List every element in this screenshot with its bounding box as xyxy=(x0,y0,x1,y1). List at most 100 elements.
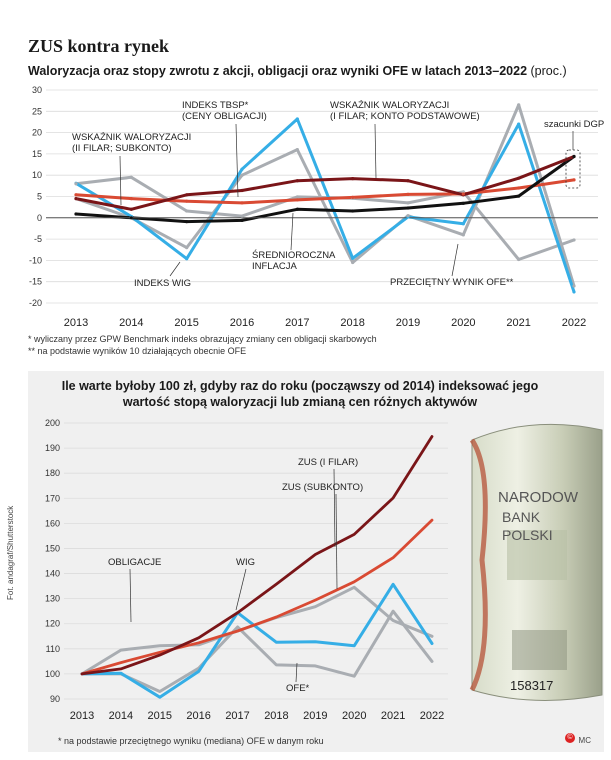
data-point-zus_filar xyxy=(129,207,133,211)
banknote-text-3: POLSKI xyxy=(502,527,553,543)
leader-line xyxy=(290,212,294,251)
data-point-wig xyxy=(517,122,521,126)
leader-line xyxy=(235,568,247,611)
data-point-zus_filar xyxy=(240,188,244,193)
data-point-zus_sub xyxy=(74,193,78,197)
x-tick-label: 2018 xyxy=(264,710,288,722)
series-line-inflation xyxy=(74,155,576,224)
data-point-inflation xyxy=(517,194,521,198)
data-point-inflation xyxy=(351,209,355,213)
data-point-zus_sub xyxy=(240,201,244,205)
data-point-inflation xyxy=(74,212,78,216)
banknote-text-2: BANK xyxy=(502,509,541,525)
y-tick-label: 200 xyxy=(45,418,60,428)
leader-line xyxy=(169,261,181,277)
banknote-image: NARODOW BANK POLSKI 158317 xyxy=(469,423,603,701)
annotation-sub: (II FILAR; SUBKONTO) xyxy=(72,143,172,154)
data-point-ofe xyxy=(517,103,521,107)
series-line-bonds xyxy=(80,585,434,676)
x-tick-label: 2016 xyxy=(230,317,254,329)
y-tick-label: 30 xyxy=(32,85,42,95)
data-point-bonds xyxy=(240,214,244,218)
y-tick-label: 0 xyxy=(37,213,42,223)
data-point-wig xyxy=(461,222,465,226)
leader-line xyxy=(129,568,132,623)
data-point-ofe xyxy=(295,148,299,152)
data-point-ofe xyxy=(406,214,410,218)
annotation-bonds: (CENY OBLIGACJI) xyxy=(182,111,267,122)
y-tick-label: 150 xyxy=(45,543,60,553)
data-point-zus_filar xyxy=(517,176,521,180)
series-line-wig xyxy=(74,117,576,294)
data-point-zus_sub xyxy=(461,192,465,196)
data-point-zus_filar xyxy=(295,179,299,183)
series-line-zus_filar xyxy=(80,435,434,676)
series-line-wig xyxy=(80,582,434,699)
annotation-bonds: OBLIGACJE xyxy=(108,557,161,568)
annotation-bonds: INDEKS TBSP* xyxy=(182,100,249,111)
x-tick-label: 2022 xyxy=(562,317,586,329)
annotation-inflation: ŚREDNIOROCZNA xyxy=(252,249,336,261)
x-tick-label: 2016 xyxy=(186,710,210,722)
y-tick-label: 20 xyxy=(32,128,42,138)
y-tick-label: -10 xyxy=(29,255,42,265)
y-tick-label: 120 xyxy=(45,619,60,629)
leader-line xyxy=(335,493,338,590)
x-tick-label: 2015 xyxy=(174,317,198,329)
series-line-ofe xyxy=(80,609,434,693)
y-tick-label: 90 xyxy=(50,694,60,704)
leader-line xyxy=(333,468,336,548)
chart1: -20 -15 -10 -5 0 5 10 15 20 25 30 2013 2014 2015 2016 2… xyxy=(29,85,604,329)
data-point-wig xyxy=(240,167,244,171)
data-point-inflation xyxy=(295,207,299,211)
y-tick-label: 160 xyxy=(45,518,60,528)
data-point-zus_sub xyxy=(295,198,299,202)
y-tick-label: -5 xyxy=(34,234,42,244)
annotation-inflation: INFLACJA xyxy=(252,261,298,272)
footnote-mediana: * na podstawie przeciętnego wyniku (medi… xyxy=(58,736,324,746)
annotation-sub: WSKAŹNIK WALORYZACJI xyxy=(72,132,191,143)
data-point-inflation xyxy=(406,206,410,210)
x-tick-label: 2017 xyxy=(285,317,309,329)
series-line-zus_sub xyxy=(74,178,576,205)
data-point-ofe xyxy=(240,173,244,177)
x-tick-label: 2014 xyxy=(119,317,143,329)
data-point-wig xyxy=(185,257,189,261)
data-point-ofe xyxy=(185,246,189,250)
leader-line xyxy=(119,155,122,206)
data-point-inflation xyxy=(185,220,189,224)
chart2-title: Ile warte byłoby 100 zł, gdyby raz do ro… xyxy=(61,379,539,409)
y-tick-label: 25 xyxy=(32,106,42,116)
series-line-zus_sub xyxy=(80,518,434,676)
data-point-inflation xyxy=(572,154,576,159)
footnote-tbsp: * wyliczany przez GPW Benchmark indeks o… xyxy=(28,334,377,344)
data-point-inflation xyxy=(129,216,133,220)
y-tick-label: 180 xyxy=(45,468,60,478)
data-point-bonds xyxy=(572,238,576,242)
y-tick-label: 170 xyxy=(45,493,60,503)
copyright-logo-icon: © xyxy=(565,733,575,743)
page-title: ZUS kontra rynek xyxy=(28,36,170,56)
data-point-bonds xyxy=(129,175,133,179)
annotation-ofe: OFE* xyxy=(286,683,310,694)
chart1-title: Waloryzacja oraz stopy zwrotu z akcji, o… xyxy=(28,64,567,78)
data-point-zus_sub xyxy=(185,199,189,203)
data-point-inflation xyxy=(240,218,244,222)
data-point-zus_sub xyxy=(129,197,133,201)
x-tick-label: 2021 xyxy=(381,710,405,722)
annotation-ofe: PRZECIĘTNY WYNIK OFE** xyxy=(390,277,514,288)
x-tick-label: 2019 xyxy=(396,317,420,329)
x-tick-label: 2018 xyxy=(340,317,364,329)
x-tick-label: 2020 xyxy=(342,710,366,722)
x-tick-label: 2013 xyxy=(64,317,88,329)
annotation-zus-sub: ZUS (SUBKONTO) xyxy=(282,482,363,493)
series-line-ofe xyxy=(74,103,576,288)
author-credit: MC xyxy=(578,736,591,745)
y-tick-label: -20 xyxy=(29,298,42,308)
y-tick-label: 100 xyxy=(45,669,60,679)
leader-line xyxy=(235,123,239,198)
data-point-bonds xyxy=(185,209,189,213)
x-tick-label: 2022 xyxy=(420,710,444,722)
y-tick-label: 15 xyxy=(32,149,42,159)
